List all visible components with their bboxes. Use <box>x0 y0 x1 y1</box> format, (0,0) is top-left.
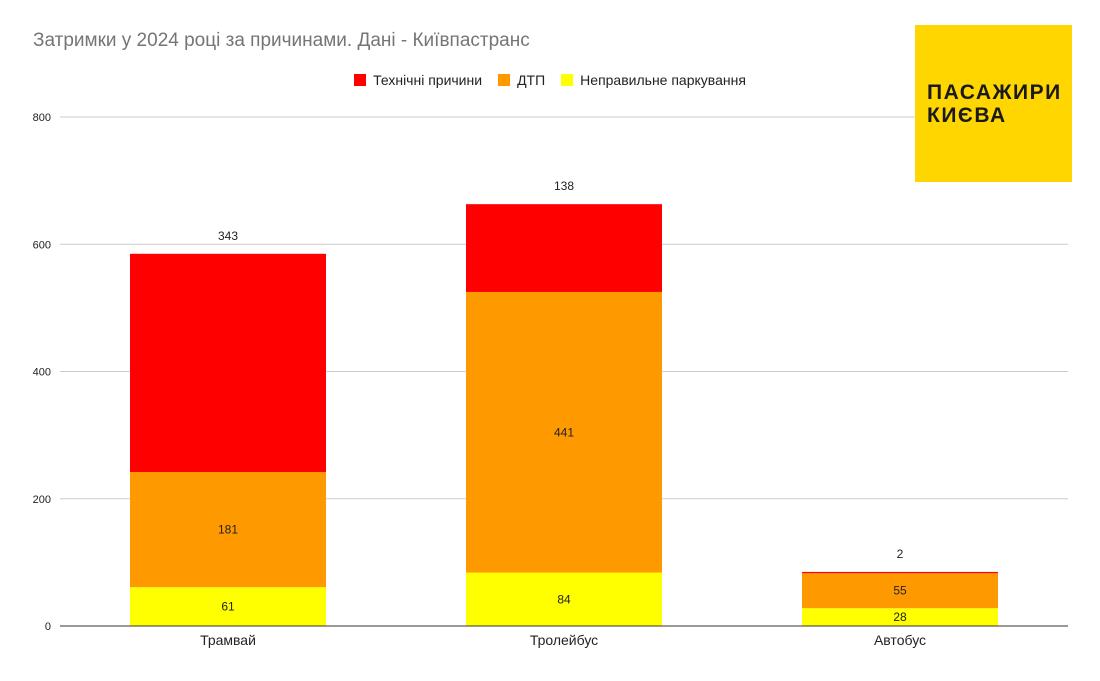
data-label: 61 <box>221 600 235 614</box>
legend-swatch-parking <box>561 74 574 86</box>
y-tick-label: 800 <box>33 112 51 124</box>
bar-segment <box>466 204 662 292</box>
bar-segment <box>802 608 998 626</box>
data-label: 343 <box>218 229 238 243</box>
chart-title: Затримки у 2024 році за причинами. Дані … <box>33 30 530 51</box>
data-label: 55 <box>893 584 907 598</box>
legend-label-parking: Неправильне паркування <box>580 72 746 88</box>
y-tick-label: 400 <box>33 367 51 379</box>
legend-swatch-tech <box>354 74 367 86</box>
x-tick-label: Трамвай <box>200 632 256 648</box>
y-tick-label: 0 <box>45 621 51 633</box>
legend: Технічні причини ДТП Неправильне паркува… <box>0 72 1100 88</box>
logo-line-2: КИЄВА <box>927 103 1007 127</box>
y-tick-label: 200 <box>33 494 51 506</box>
x-tick-label: Тролейбус <box>530 632 598 648</box>
bar-segment <box>130 253 326 473</box>
legend-item-parking[interactable]: Неправильне паркування <box>561 72 746 88</box>
legend-swatch-dtp <box>498 74 511 86</box>
logo: ПАСАЖИРИ КИЄВА <box>915 25 1072 182</box>
data-label: 2 <box>897 547 904 561</box>
data-label: 441 <box>554 425 574 439</box>
data-label: 28 <box>893 610 907 624</box>
legend-item-dtp[interactable]: ДТП <box>498 72 545 88</box>
data-label: 138 <box>554 179 574 193</box>
legend-label-tech: Технічні причини <box>373 72 483 88</box>
y-tick-label: 600 <box>33 239 51 251</box>
data-label: 181 <box>218 523 238 537</box>
logo-line-1: ПАСАЖИРИ <box>927 80 1062 104</box>
bar-segment <box>466 291 662 573</box>
bar-segment <box>466 572 662 626</box>
data-label: 84 <box>557 592 571 606</box>
legend-label-dtp: ДТП <box>517 72 546 88</box>
bar-segment <box>130 472 326 588</box>
legend-item-tech[interactable]: Технічні причини <box>354 72 482 88</box>
bar-segment <box>802 571 998 574</box>
x-tick-label: Автобус <box>874 632 926 648</box>
bar-segment <box>802 573 998 609</box>
bar-segment <box>130 587 326 626</box>
